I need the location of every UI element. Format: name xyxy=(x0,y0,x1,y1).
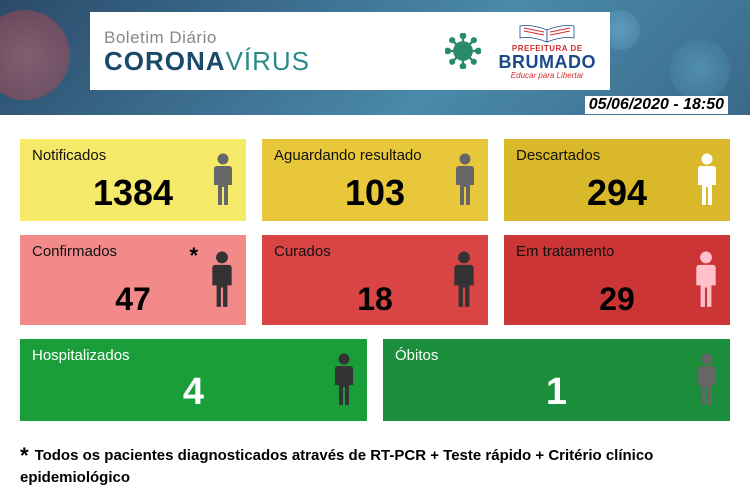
card-value: 294 xyxy=(516,175,718,211)
card-obitos: Óbitos 1 xyxy=(383,339,730,421)
card-tratamento: Em tratamento 29 xyxy=(504,235,730,325)
header-title-box: Boletim Diário CORONAVÍRUS xyxy=(90,12,610,90)
card-label: Óbitos xyxy=(395,347,718,364)
stats-row-2: Confirmados * 47 Curados 18 Em tratament… xyxy=(20,235,730,325)
card-label: Descartados xyxy=(516,147,718,164)
datetime-label: 05/06/2020 - 18:50 xyxy=(585,96,728,114)
person-icon xyxy=(450,249,478,311)
stats-row-3: Hospitalizados 4 Óbitos 1 xyxy=(20,339,730,421)
card-value: 47 xyxy=(32,283,234,315)
card-value: 1 xyxy=(395,373,718,411)
stats-row-1: Notificados 1384 Aguardando resultado 10… xyxy=(20,139,730,221)
card-notificados: Notificados 1384 xyxy=(20,139,246,221)
person-icon xyxy=(210,152,236,208)
card-label: Hospitalizados xyxy=(32,347,355,364)
card-value: 1384 xyxy=(32,175,234,211)
virus-decoration xyxy=(0,10,70,100)
person-icon xyxy=(208,249,236,311)
card-value: 4 xyxy=(32,373,355,411)
bulletin-container: Boletim Diário CORONAVÍRUS xyxy=(0,0,750,500)
bulletin-title: CORONAVÍRUS xyxy=(104,48,435,74)
person-icon xyxy=(692,249,720,311)
stats-grid: Notificados 1384 Aguardando resultado 10… xyxy=(0,115,750,439)
card-value: 29 xyxy=(516,283,718,315)
header-banner: Boletim Diário CORONAVÍRUS xyxy=(0,0,750,115)
card-label: Confirmados xyxy=(32,243,234,260)
virus-icon xyxy=(445,33,481,69)
card-label: Notificados xyxy=(32,147,234,164)
title-corona: CORONA xyxy=(104,46,226,76)
card-value: 18 xyxy=(274,283,476,315)
city-name: BRUMADO xyxy=(499,53,597,71)
book-icon xyxy=(512,22,582,44)
city-logo: PREFEITURA DE BRUMADO Educar para Libert… xyxy=(491,22,597,80)
card-label: Em tratamento xyxy=(516,243,718,260)
footnote-text: Todos os pacientes diagnosticados atravé… xyxy=(20,447,653,486)
bulletin-subtitle: Boletim Diário xyxy=(104,28,435,48)
person-icon xyxy=(452,152,478,208)
person-icon xyxy=(694,352,720,408)
card-value: 103 xyxy=(274,175,476,211)
card-label: Curados xyxy=(274,243,476,260)
card-descartados: Descartados 294 xyxy=(504,139,730,221)
person-icon xyxy=(331,352,357,408)
asterisk-marker: * xyxy=(189,243,198,269)
card-label: Aguardando resultado xyxy=(274,147,476,164)
person-icon xyxy=(694,152,720,208)
card-aguardando: Aguardando resultado 103 xyxy=(262,139,488,221)
card-confirmados: Confirmados * 47 xyxy=(20,235,246,325)
footnote: *Todos os pacientes diagnosticados atrav… xyxy=(0,439,750,490)
header-title-area: Boletim Diário CORONAVÍRUS xyxy=(104,28,435,74)
virus-decoration xyxy=(670,40,730,100)
title-virus: VÍRUS xyxy=(226,46,310,76)
footnote-asterisk: * xyxy=(20,443,29,468)
card-curados: Curados 18 xyxy=(262,235,488,325)
city-slogan: Educar para Libertar xyxy=(511,71,584,80)
card-hospitalizados: Hospitalizados 4 xyxy=(20,339,367,421)
